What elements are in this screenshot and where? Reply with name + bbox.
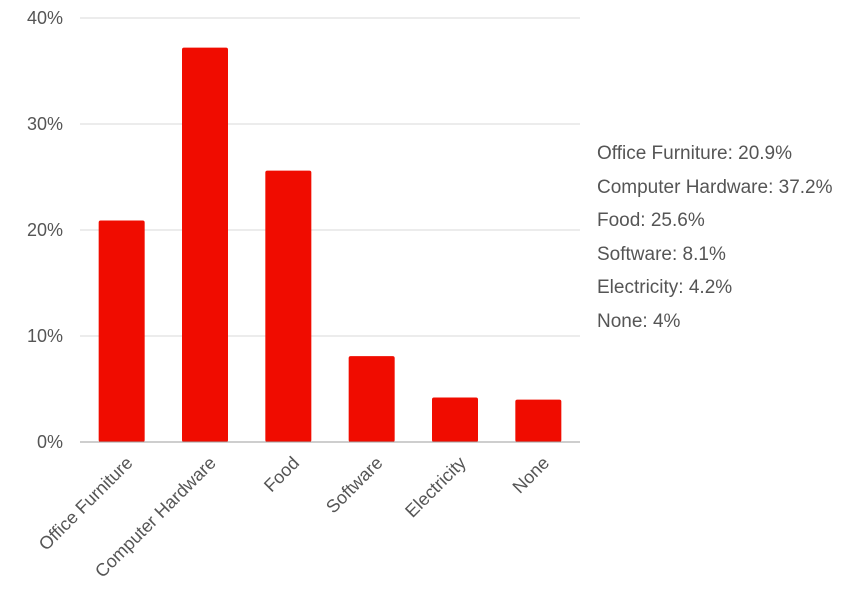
y-tick-label: 40% — [27, 8, 63, 28]
bars — [98, 47, 562, 443]
value-label: Computer Hardware: 37.2% — [597, 176, 833, 198]
value-label: Office Furniture: 20.9% — [597, 143, 793, 164]
value-labels-list: Office Furniture: 20.9% Computer Hardware… — [597, 142, 833, 344]
value-label: Software: 8.1% — [597, 243, 726, 265]
bar — [265, 170, 312, 442]
value-label: None: 4% — [597, 310, 681, 332]
bar — [182, 47, 228, 443]
y-axis-tick-labels: 0% 10% 20% 30% 40% — [27, 8, 63, 452]
bar — [432, 397, 478, 442]
gridlines — [80, 17, 580, 337]
y-tick-label: 20% — [27, 220, 63, 240]
y-tick-label: 30% — [27, 114, 63, 134]
y-tick-label: 0% — [37, 432, 63, 452]
x-category-label: Electricity — [401, 453, 470, 522]
x-category-label: Software — [322, 453, 386, 517]
y-tick-label: 10% — [27, 326, 63, 346]
value-label: Food: 25.6% — [597, 210, 705, 232]
x-category-label: None — [509, 453, 554, 498]
bar — [348, 356, 395, 442]
x-category-label: Food — [260, 453, 303, 496]
bar — [98, 220, 145, 442]
bar — [515, 399, 562, 442]
value-label: Electricity: 4.2% — [597, 277, 733, 299]
